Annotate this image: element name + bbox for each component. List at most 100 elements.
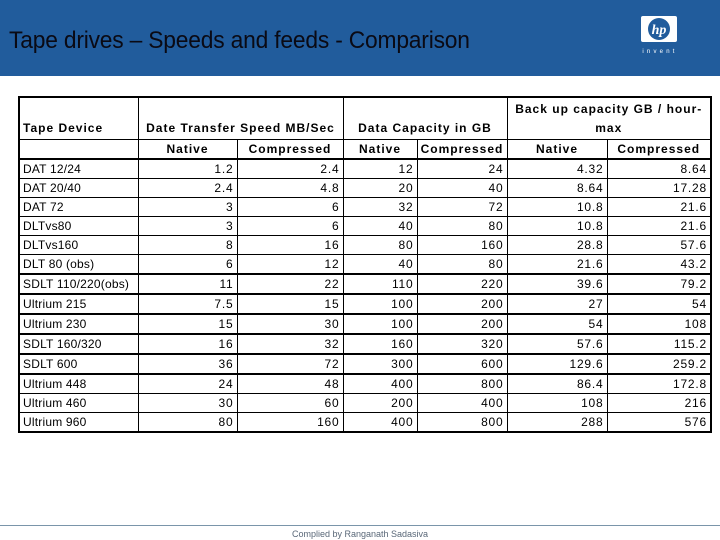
cell-cap-compressed: 320: [416, 333, 508, 355]
cell-device: Ultrium 460: [18, 393, 139, 413]
svg-text:hp: hp: [652, 23, 667, 38]
cell-backup-native: 21.6: [506, 254, 608, 275]
cell-cap-compressed: 220: [416, 273, 508, 295]
cell-backup-native: 288: [506, 412, 608, 433]
cell-cap-native: 80: [342, 235, 418, 255]
footer-divider: [0, 525, 720, 526]
table-row: DLTvs160 8 16 80 160 28.8 57.6: [18, 235, 712, 255]
cell-cap-compressed: 40: [416, 178, 508, 198]
cell-cap-native: 32: [342, 197, 418, 217]
cell-backup-compressed: 172.8: [606, 373, 712, 394]
cell-speed-native: 36: [137, 353, 238, 375]
cell-device: Ultrium 960: [18, 412, 139, 433]
header-transfer-speed: Date Transfer Speed MB/Sec: [137, 96, 344, 140]
cell-cap-compressed: 400: [416, 393, 508, 413]
tape-drive-comparison-table: Tape Device Date Transfer Speed MB/Sec D…: [18, 96, 712, 433]
cell-device: DAT 20/40: [18, 178, 139, 198]
table-row: Ultrium 960 80 160 400 800 288 576: [18, 412, 712, 433]
cell-speed-native: 15: [137, 313, 238, 335]
cell-device: SDLT 160/320: [18, 333, 139, 355]
cell-cap-compressed: 800: [416, 373, 508, 394]
cell-backup-compressed: 21.6: [606, 197, 712, 217]
cell-speed-compressed: 30: [236, 313, 344, 335]
title-bar: Tape drives – Speeds and feeds - Compari…: [0, 0, 720, 76]
cell-device: DLTvs80: [18, 216, 139, 236]
cell-backup-compressed: 8.64: [606, 158, 712, 179]
cell-device: SDLT 600: [18, 353, 139, 375]
cell-speed-native: 6: [137, 254, 238, 275]
cell-speed-compressed: 48: [236, 373, 344, 394]
cell-backup-compressed: 21.6: [606, 216, 712, 236]
cell-speed-native: 8: [137, 235, 238, 255]
table-row: SDLT 160/320 16 32 160 320 57.6 115.2: [18, 333, 712, 355]
cell-backup-compressed: 43.2: [606, 254, 712, 275]
cell-backup-compressed: 108: [606, 313, 712, 335]
header-capacity-native: Native: [342, 139, 418, 160]
cell-cap-compressed: 800: [416, 412, 508, 433]
cell-device: DLT 80 (obs): [18, 254, 139, 275]
header-speed-native: Native: [137, 139, 238, 160]
cell-backup-native: 108: [506, 393, 608, 413]
cell-cap-native: 100: [342, 293, 418, 315]
cell-backup-native: 8.64: [506, 178, 608, 198]
cell-speed-compressed: 6: [236, 216, 344, 236]
cell-backup-native: 27: [506, 293, 608, 315]
cell-backup-native: 39.6: [506, 273, 608, 295]
cell-cap-native: 40: [342, 216, 418, 236]
header-backup-line1: Back up capacity GB / hour-: [515, 101, 703, 116]
cell-cap-native: 200: [342, 393, 418, 413]
table-row: Ultrium 448 24 48 400 800 86.4 172.8: [18, 373, 712, 394]
cell-speed-compressed: 72: [236, 353, 344, 375]
table-row: Ultrium 460 30 60 200 400 108 216: [18, 393, 712, 413]
cell-speed-compressed: 160: [236, 412, 344, 433]
cell-backup-compressed: 54: [606, 293, 712, 315]
hp-logo-icon: hp: [641, 16, 677, 42]
header-tape-device: Tape Device: [18, 96, 139, 140]
logo-tagline: invent: [642, 49, 678, 55]
header-speed-compressed: Compressed: [236, 139, 344, 160]
table-row: DLT 80 (obs) 6 12 40 80 21.6 43.2: [18, 254, 712, 275]
cell-speed-compressed: 4.8: [236, 178, 344, 198]
header-data-capacity: Data Capacity in GB: [342, 96, 508, 140]
cell-backup-native: 57.6: [506, 333, 608, 355]
cell-cap-compressed: 200: [416, 293, 508, 315]
cell-device: Ultrium 448: [18, 373, 139, 394]
cell-speed-native: 24: [137, 373, 238, 394]
cell-cap-compressed: 80: [416, 254, 508, 275]
header-capacity-compressed: Compressed: [416, 139, 508, 160]
page-title: Tape drives – Speeds and feeds - Compari…: [9, 27, 470, 54]
cell-device: DAT 72: [18, 197, 139, 217]
cell-cap-native: 400: [342, 412, 418, 433]
cell-speed-compressed: 12: [236, 254, 344, 275]
cell-backup-compressed: 216: [606, 393, 712, 413]
cell-device: Ultrium 215: [18, 293, 139, 315]
cell-speed-native: 3: [137, 216, 238, 236]
cell-device: Ultrium 230: [18, 313, 139, 335]
cell-cap-native: 20: [342, 178, 418, 198]
header-backup-line2: max: [595, 120, 623, 135]
cell-speed-native: 11: [137, 273, 238, 295]
cell-cap-compressed: 160: [416, 235, 508, 255]
table-row: SDLT 600 36 72 300 600 129.6 259.2: [18, 353, 712, 375]
cell-cap-native: 400: [342, 373, 418, 394]
table-row: Ultrium 215 7.5 15 100 200 27 54: [18, 293, 712, 315]
cell-speed-native: 2.4: [137, 178, 238, 198]
cell-cap-compressed: 80: [416, 216, 508, 236]
cell-backup-native: 86.4: [506, 373, 608, 394]
cell-backup-native: 54: [506, 313, 608, 335]
cell-backup-compressed: 57.6: [606, 235, 712, 255]
cell-speed-native: 30: [137, 393, 238, 413]
cell-cap-compressed: 600: [416, 353, 508, 375]
cell-device: DAT 12/24: [18, 158, 139, 179]
table-row: SDLT 110/220(obs) 11 22 110 220 39.6 79.2: [18, 273, 712, 295]
cell-cap-native: 100: [342, 313, 418, 335]
cell-device: SDLT 110/220(obs): [18, 273, 139, 295]
cell-speed-native: 80: [137, 412, 238, 433]
cell-speed-compressed: 60: [236, 393, 344, 413]
cell-speed-native: 7.5: [137, 293, 238, 315]
cell-backup-native: 28.8: [506, 235, 608, 255]
cell-speed-compressed: 32: [236, 333, 344, 355]
cell-speed-compressed: 2.4: [236, 158, 344, 179]
cell-speed-native: 16: [137, 333, 238, 355]
cell-speed-native: 1.2: [137, 158, 238, 179]
